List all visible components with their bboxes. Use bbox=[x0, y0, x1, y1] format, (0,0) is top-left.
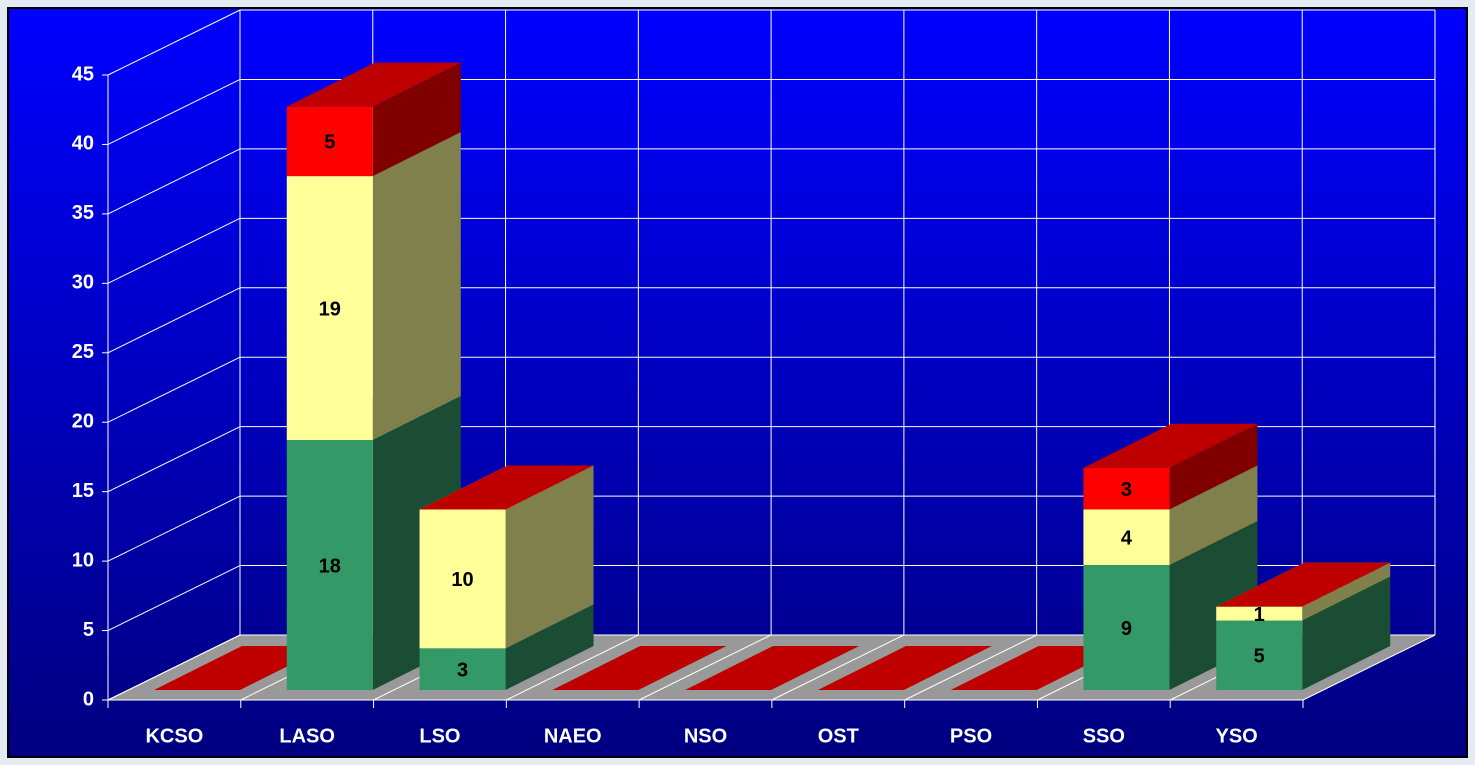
grid-line bbox=[107, 495, 241, 562]
y-tick-label: 45 bbox=[72, 63, 94, 85]
bar-top bbox=[1216, 562, 1391, 607]
grid-line bbox=[107, 287, 241, 354]
data-label: 3 bbox=[457, 659, 468, 681]
y-tick-label: 10 bbox=[72, 549, 94, 571]
y-tick-label: 35 bbox=[72, 202, 94, 224]
x-tick-label: OST bbox=[818, 725, 859, 747]
bar-side bbox=[372, 132, 461, 440]
bar-side bbox=[1169, 423, 1258, 510]
floor-divider bbox=[904, 634, 1037, 701]
x-tick-label: KCSO bbox=[145, 725, 203, 747]
bar-top bbox=[286, 62, 461, 107]
x-tick-label: LASO bbox=[279, 725, 335, 747]
grid-line bbox=[107, 78, 241, 145]
floor-divider bbox=[638, 634, 772, 701]
y-tick-label: 15 bbox=[72, 480, 94, 502]
data-label: 19 bbox=[319, 298, 341, 320]
grid-line bbox=[107, 426, 241, 493]
bar-top bbox=[817, 646, 992, 690]
x-tick-label: PSO bbox=[950, 725, 992, 747]
x-tick-label: LSO bbox=[419, 725, 460, 747]
bar bbox=[286, 176, 373, 440]
floor-divider bbox=[506, 634, 639, 701]
x-tick-label: SSO bbox=[1083, 725, 1125, 747]
floor-divider bbox=[771, 634, 905, 701]
bar-top bbox=[552, 646, 727, 690]
bar-top bbox=[1083, 423, 1258, 468]
floor-divider bbox=[1302, 634, 1436, 701]
data-label: 9 bbox=[1121, 618, 1132, 640]
bar-side bbox=[505, 604, 594, 690]
data-label: 4 bbox=[1121, 528, 1133, 550]
bar-top bbox=[419, 465, 594, 510]
data-label: 10 bbox=[451, 569, 473, 591]
bar bbox=[1216, 606, 1303, 621]
data-label: 5 bbox=[1254, 646, 1265, 668]
bar bbox=[286, 106, 373, 177]
bar-side bbox=[1302, 576, 1391, 690]
data-label: 5 bbox=[324, 132, 335, 154]
x-tick-label: YSO bbox=[1215, 725, 1257, 747]
data-label: 1 bbox=[1254, 604, 1265, 626]
grid-line bbox=[107, 217, 241, 284]
y-tick-label: 40 bbox=[72, 133, 94, 155]
bar-top bbox=[950, 646, 1125, 690]
data-label: 3 bbox=[1121, 479, 1132, 501]
y-tick-label: 5 bbox=[83, 619, 94, 641]
bar bbox=[419, 648, 506, 690]
bar bbox=[286, 440, 373, 690]
bar-side bbox=[1169, 465, 1258, 565]
grid-line bbox=[107, 565, 241, 632]
bar-side bbox=[505, 465, 594, 649]
bar-side bbox=[1302, 562, 1391, 621]
grid-line bbox=[107, 356, 241, 423]
grid-line bbox=[107, 9, 241, 76]
x-tick-label: NAEO bbox=[544, 725, 602, 747]
bar-side bbox=[372, 62, 461, 177]
data-label: 18 bbox=[319, 555, 341, 577]
floor-divider bbox=[107, 634, 241, 701]
bar bbox=[1083, 565, 1170, 690]
y-tick-label: 0 bbox=[83, 688, 94, 710]
bar bbox=[1216, 620, 1303, 690]
grid-line bbox=[107, 148, 241, 215]
x-tick-label: NSO bbox=[684, 725, 727, 747]
bar bbox=[1083, 509, 1170, 565]
bar bbox=[1083, 467, 1170, 510]
bar-top bbox=[685, 646, 860, 690]
bar-top bbox=[154, 646, 328, 690]
y-tick-label: 25 bbox=[72, 341, 94, 363]
bar bbox=[419, 509, 506, 649]
y-tick-label: 30 bbox=[72, 272, 94, 294]
y-tick-label: 20 bbox=[72, 411, 94, 433]
